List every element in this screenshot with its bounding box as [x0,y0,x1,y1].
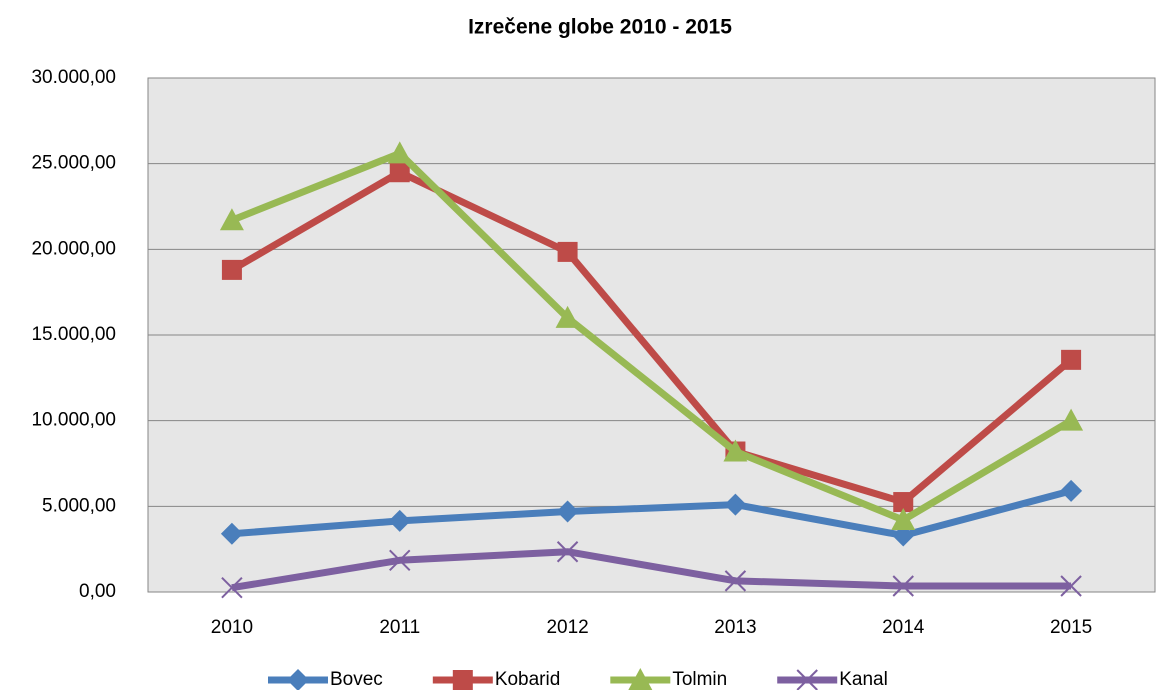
data-point [893,492,914,513]
series-line [231,487,1072,539]
series-line [230,168,1074,506]
x-tick-label: 2014 [882,617,925,638]
x-tick-label: 2010 [211,617,253,638]
x-tick-label: 2011 [379,617,420,638]
legend-label: Kobarid [495,669,561,690]
data-point [221,577,243,599]
data-point [891,508,916,531]
data-point [220,522,243,545]
y-tick-label: 10.000,00 [31,410,116,431]
y-tick-label: 20.000,00 [31,238,116,259]
data-point [389,162,410,183]
data-point [1060,479,1083,502]
data-point [557,241,578,262]
data-point [724,570,747,592]
data-point [221,259,242,280]
series-line [231,548,1072,592]
y-tick-label: 30.000,00 [31,67,116,88]
data-point [1059,408,1084,431]
data-point [387,141,412,164]
x-tick-label: 2015 [1050,617,1092,638]
chart-title: Izrečene globe 2010 - 2015 [468,16,732,39]
y-tick-label: 25.000,00 [31,153,116,174]
legend-label: Tolmin [672,669,727,690]
legend-marker [796,669,818,690]
data-point [724,493,747,516]
y-tick-label: 0,00 [79,581,116,602]
data-point [388,509,411,532]
data-point [892,575,914,597]
data-point [723,439,748,462]
legend-label: Kanal [839,669,888,690]
data-point [389,549,411,572]
data-point [1060,575,1082,597]
data-point [219,208,244,231]
x-tick-label: 2013 [714,617,756,638]
legend-marker [287,669,309,690]
y-tick-label: 5.000,00 [42,495,116,516]
legend-label: Bovec [330,669,383,690]
y-tick-label: 15.000,00 [31,324,116,345]
data-point [1061,349,1082,370]
data-point [555,305,580,328]
legend-marker [452,670,473,690]
data-point [556,541,579,563]
x-tick-label: 2012 [546,617,588,638]
legend-marker [628,668,653,690]
series-line [230,149,1073,524]
data-point [556,500,579,523]
